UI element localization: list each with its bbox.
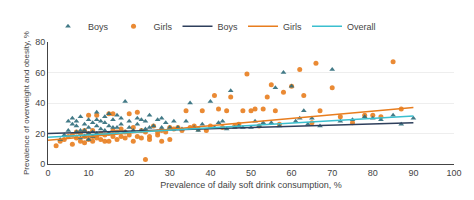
svg-text:Boys: Boys <box>218 22 239 32</box>
svg-text:80: 80 <box>368 168 378 178</box>
svg-text:90: 90 <box>408 168 418 178</box>
svg-text:Prevalence of daily soft drink: Prevalence of daily soft drink consumpti… <box>160 180 342 190</box>
svg-text:20: 20 <box>35 129 45 139</box>
svg-text:0: 0 <box>45 168 50 178</box>
svg-text:30: 30 <box>165 168 175 178</box>
svg-text:60: 60 <box>287 168 297 178</box>
svg-text:40: 40 <box>205 168 215 178</box>
svg-text:Prevalence of overweight and o: Prevalence of overweight and obesity, % <box>22 31 31 175</box>
svg-text:70: 70 <box>327 168 337 178</box>
svg-text:Overall: Overall <box>347 22 376 32</box>
svg-text:40: 40 <box>35 98 45 108</box>
svg-text:Girls: Girls <box>154 22 173 32</box>
svg-text:10: 10 <box>84 168 94 178</box>
svg-text:20: 20 <box>124 168 134 178</box>
svg-text:0: 0 <box>40 159 45 169</box>
svg-text:50: 50 <box>246 168 256 178</box>
svg-text:Girls: Girls <box>283 22 302 32</box>
svg-text:60: 60 <box>35 68 45 78</box>
svg-text:Boys: Boys <box>88 22 109 32</box>
svg-text:100: 100 <box>446 168 461 178</box>
svg-text:80: 80 <box>35 37 45 47</box>
